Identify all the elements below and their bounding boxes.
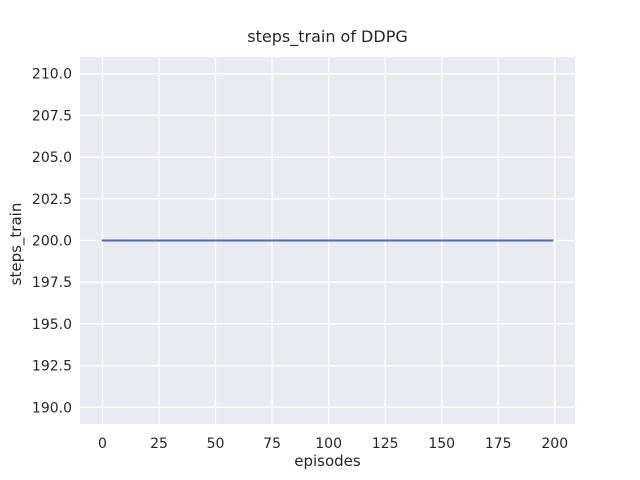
y-tick-label: 197.5 (32, 275, 72, 291)
y-tick-label: 207.5 (32, 108, 72, 124)
chart-title: steps_train of DDPG (247, 27, 408, 46)
x-tick-label: 175 (485, 436, 512, 452)
y-tick-label: 200.0 (32, 234, 72, 250)
x-tick-label: 75 (263, 436, 281, 452)
y-tick-label: 190.0 (32, 400, 72, 416)
y-tick-label: 205.0 (32, 150, 72, 166)
x-tick-label: 50 (207, 436, 225, 452)
x-tick-label: 100 (315, 436, 342, 452)
x-tick-label: 125 (372, 436, 399, 452)
y-axis-label: steps_train (7, 202, 25, 286)
y-tick-label: 195.0 (32, 317, 72, 333)
y-tick-label: 192.5 (32, 359, 72, 375)
x-tick-label: 0 (98, 436, 107, 452)
x-tick-label: 150 (428, 436, 455, 452)
x-tick-label: 200 (541, 436, 568, 452)
x-tick-label: 25 (150, 436, 168, 452)
x-axis-label: episodes (294, 452, 361, 470)
y-tick-label: 202.5 (32, 192, 72, 208)
y-tick-label: 210.0 (32, 67, 72, 83)
